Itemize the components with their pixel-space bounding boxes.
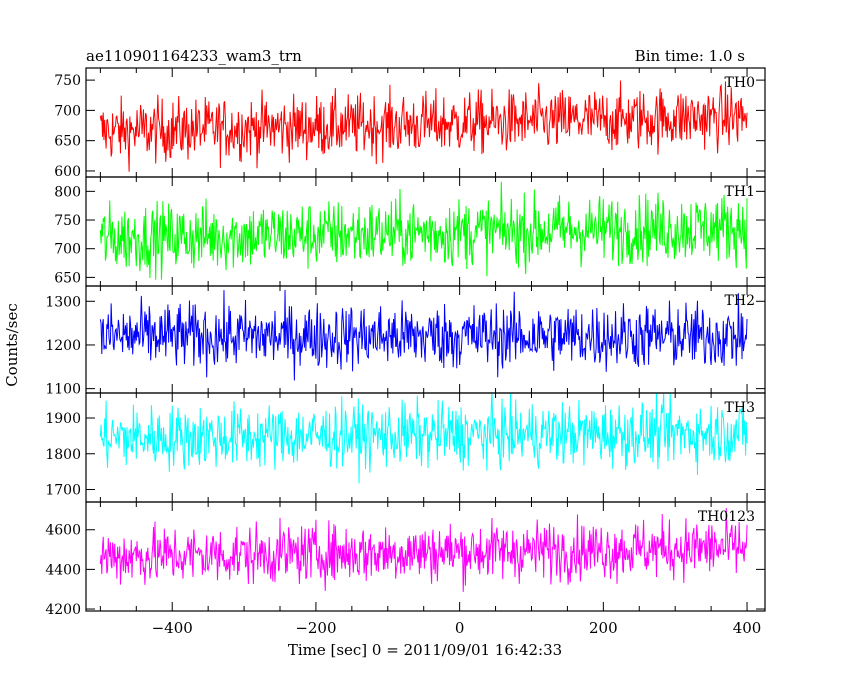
y-tick-label: 4600	[45, 523, 81, 539]
series-line-th0123	[99, 508, 748, 592]
series-line-th2	[99, 289, 748, 381]
y-tick-label: 1800	[45, 447, 81, 463]
channel-label-th3: TH3	[725, 400, 755, 416]
panels-group: 600 650 700 750 TH0 650 700 750 800 TH1 1100 1200 13…	[45, 67, 766, 637]
y-tick-label: 4400	[45, 562, 81, 578]
series-line-th1	[99, 181, 748, 280]
y-tick-label: 750	[54, 213, 81, 229]
y-tick-label: 1300	[45, 294, 81, 310]
y-tick-label: 1700	[45, 482, 81, 498]
y-tick-label: 1100	[45, 382, 81, 398]
chart-title: ae110901164233_wam3_trn	[86, 47, 302, 65]
y-tick-label: 4200	[45, 602, 81, 618]
panel-frame-th0123	[85, 501, 766, 612]
bin-time-label: Bin time: 1.0 s	[635, 47, 745, 65]
x-tick-label: −200	[295, 619, 336, 637]
x-tick-label: 200	[589, 619, 618, 637]
y-tick-label: 750	[54, 73, 81, 89]
x-axis-label: Time [sec] 0 = 2011/09/01 16:42:33	[288, 641, 562, 659]
y-axis-label: Counts/sec	[3, 303, 21, 387]
x-tick-label: −400	[152, 619, 193, 637]
channel-label-th0123: TH0123	[698, 509, 755, 525]
y-tick-label: 700	[54, 242, 81, 258]
y-tick-label: 800	[54, 184, 81, 200]
y-tick-label: 600	[54, 164, 81, 180]
series-line-th0	[99, 80, 748, 172]
series-line-th3	[99, 393, 748, 484]
channel-label-th1: TH1	[725, 184, 755, 200]
y-tick-label: 1200	[45, 338, 81, 354]
y-tick-label: 1900	[45, 411, 81, 427]
x-tick-label: 0	[455, 619, 465, 637]
channel-label-th0: TH0	[725, 75, 755, 91]
channel-label-th2: TH2	[725, 293, 755, 309]
y-tick-label: 700	[54, 103, 81, 119]
y-tick-label: 650	[54, 270, 81, 286]
x-tick-label: 400	[733, 619, 762, 637]
y-tick-label: 650	[54, 134, 81, 150]
